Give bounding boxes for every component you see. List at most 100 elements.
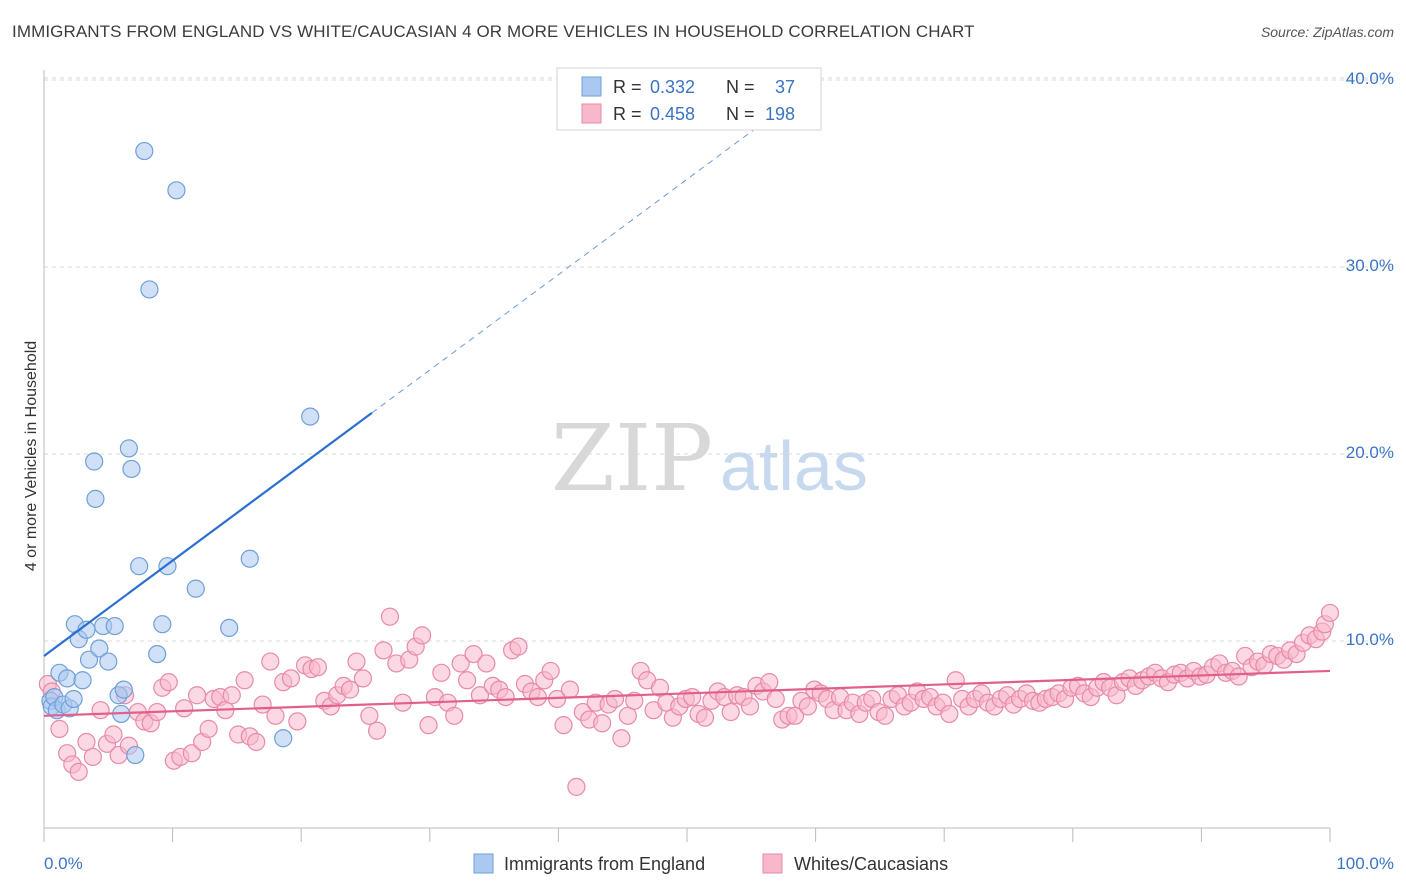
whites-point <box>235 671 254 690</box>
watermark-atlas: atlas <box>720 427 868 505</box>
legend-r-value-2: 0.458 <box>650 104 695 124</box>
england-point <box>64 689 83 709</box>
whites-point <box>50 719 69 738</box>
england-point <box>58 669 77 688</box>
whites-point <box>451 654 470 673</box>
whites-point <box>222 686 241 705</box>
england-point <box>301 407 320 426</box>
whites-point <box>541 661 560 681</box>
whites-point <box>77 732 96 752</box>
england-point <box>105 616 124 636</box>
england-point <box>186 579 205 598</box>
x-tick-label-max: 100.0% <box>1336 854 1394 873</box>
whites-point <box>612 729 631 748</box>
whites-point <box>175 699 194 718</box>
series-immigrants-from-england <box>41 141 320 765</box>
y-tick-labels: 10.0% 20.0% 30.0% 40.0% <box>1346 69 1394 649</box>
england-point <box>99 652 118 671</box>
whites-point <box>104 725 123 744</box>
whites-point <box>457 671 477 690</box>
england-point <box>148 644 167 664</box>
whites-point <box>477 654 496 673</box>
bottom-legend-swatch-pink <box>762 853 783 874</box>
whites-point <box>83 747 102 767</box>
chart-title: IMMIGRANTS FROM ENGLAND VS WHITE/CAUCASI… <box>12 22 975 41</box>
whites-point <box>760 673 779 692</box>
england-point <box>153 615 172 634</box>
england-point <box>122 459 141 479</box>
whites-point <box>308 658 328 677</box>
england-point <box>119 439 138 458</box>
england-point <box>130 557 149 576</box>
trend-line-england <box>43 411 373 657</box>
england-point <box>114 680 133 699</box>
whites-point <box>740 697 760 716</box>
whites-point <box>360 706 379 725</box>
whites-point <box>432 663 451 682</box>
trend-line-whites <box>43 669 1331 717</box>
bottom-legend-label-1: Immigrants from England <box>504 854 705 874</box>
whites-point <box>380 607 400 626</box>
source-label: Source: ZipAtlas.com <box>1260 24 1394 40</box>
whites-point <box>785 706 805 725</box>
whites-point <box>1229 667 1248 686</box>
whites-point <box>683 687 702 707</box>
england-point <box>274 729 293 748</box>
whites-point <box>347 652 366 671</box>
whites-point <box>281 669 301 688</box>
y-axis-label: 4 or more Vehicles in Household <box>23 341 40 571</box>
whites-point <box>650 678 670 697</box>
bottom-legend-label-2: Whites/Caucasians <box>794 854 948 874</box>
legend-r-label-1: R = <box>613 77 642 97</box>
whites-point <box>199 719 218 738</box>
whites-point <box>69 762 88 782</box>
whites-point <box>940 704 959 724</box>
y-tick-label: 40.0% <box>1346 69 1394 88</box>
england-point <box>73 671 92 690</box>
series-legend: Immigrants from England Whites/Caucasian… <box>473 853 948 874</box>
whites-point <box>798 697 817 716</box>
y-tick-label: 30.0% <box>1346 256 1394 275</box>
england-point <box>126 745 145 765</box>
england-point <box>240 549 259 568</box>
x-ticks <box>43 828 1331 842</box>
whites-point <box>374 641 393 660</box>
y-tick-label: 20.0% <box>1346 443 1394 462</box>
stats-legend: R = 0.332 N = 37 R = 0.458 N = 198 <box>556 67 822 131</box>
bottom-legend-swatch-blue <box>473 853 494 874</box>
whites-point <box>605 689 625 709</box>
legend-r-label-2: R = <box>613 104 642 124</box>
whites-point <box>875 706 895 725</box>
whites-point <box>464 644 483 664</box>
whites-point <box>593 714 612 733</box>
england-point <box>135 141 154 161</box>
legend-n-label-1: N = <box>726 77 755 97</box>
watermark-zip: ZIP <box>551 405 713 512</box>
whites-point <box>266 706 285 725</box>
england-point <box>90 639 109 658</box>
whites-point <box>528 687 547 707</box>
whites-point <box>187 686 207 705</box>
whites-point <box>560 680 580 699</box>
whites-point <box>91 701 110 720</box>
legend-n-value-2: 198 <box>765 104 795 124</box>
trend-line-england-extension <box>371 110 780 414</box>
england-point <box>85 452 104 471</box>
legend-n-label-2: N = <box>726 104 755 124</box>
whites-point <box>353 669 373 688</box>
whites-point <box>567 777 586 796</box>
whites-point <box>554 716 573 735</box>
whites-point <box>625 691 644 710</box>
x-tick-label-min: 0.0% <box>44 854 83 873</box>
whites-point <box>946 671 965 690</box>
whites-point <box>766 689 785 709</box>
whites-point <box>340 680 360 699</box>
england-point <box>79 650 99 669</box>
whites-point <box>159 673 178 692</box>
whites-point <box>419 716 438 735</box>
england-point <box>220 618 239 638</box>
whites-point <box>695 708 715 727</box>
legend-r-value-1: 0.332 <box>650 77 695 97</box>
england-point <box>167 181 186 200</box>
